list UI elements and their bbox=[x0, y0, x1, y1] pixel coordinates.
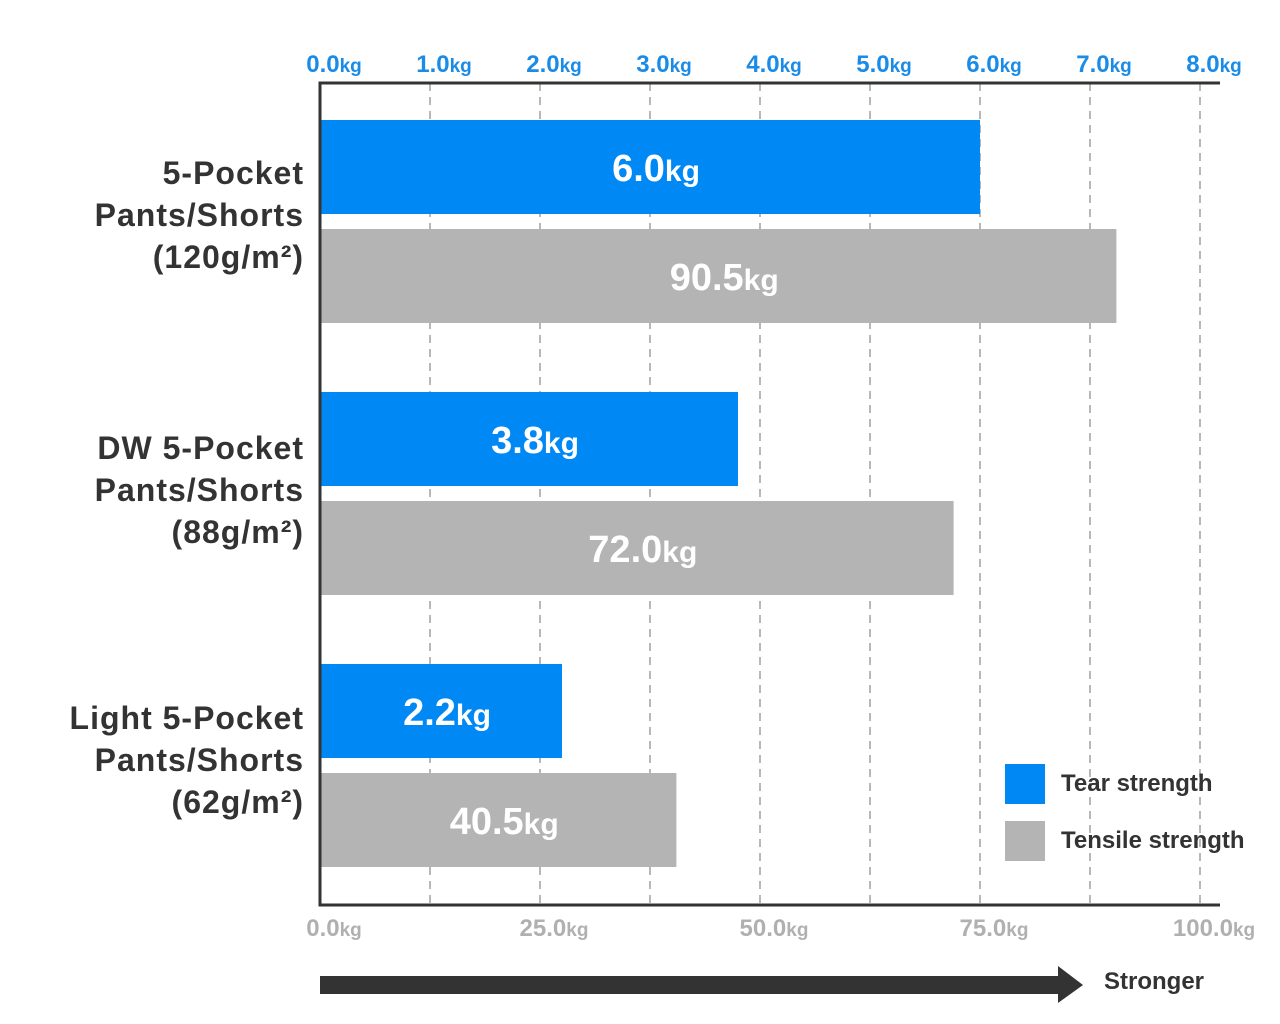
category-label-line: Light 5-Pocket bbox=[69, 700, 304, 736]
bars bbox=[320, 120, 1117, 867]
bottom-tick-label-unit: kg bbox=[566, 920, 588, 941]
top-tick-label-unit: kg bbox=[340, 56, 362, 77]
bottom-axis-ticks: 0.0kg 25.0kg 50.0kg 75.0kg 100.0kg bbox=[306, 915, 1255, 942]
top-tick-label-unit: kg bbox=[450, 56, 472, 77]
tear-value-label-number: 6.0 bbox=[612, 148, 665, 190]
tear-value-label-unit: kg bbox=[665, 155, 700, 188]
arrow-shape bbox=[320, 966, 1083, 1003]
tear-value-label: 6.0kg bbox=[612, 148, 700, 190]
tear-value-label-number: 3.8 bbox=[491, 420, 544, 462]
stronger-label: Stronger bbox=[1104, 968, 1205, 995]
top-tick-label: 7.0kg bbox=[1076, 51, 1132, 78]
legend: Tear strength Tensile strength bbox=[1005, 764, 1245, 878]
top-tick-label-unit: kg bbox=[1110, 56, 1132, 77]
tear-strength-bar bbox=[320, 664, 562, 758]
tensile-value-label-number: 40.5 bbox=[450, 801, 524, 843]
tear-value-label: 3.8kg bbox=[491, 420, 579, 462]
bottom-tick-label-number: 25.0 bbox=[520, 915, 567, 942]
legend-label-tear: Tear strength bbox=[1061, 770, 1213, 797]
legend-label-tensile: Tensile strength bbox=[1061, 827, 1245, 854]
stronger-arrow-icon bbox=[320, 966, 1083, 1003]
bottom-tick-label-unit: kg bbox=[1233, 920, 1255, 941]
tear-strength-bar bbox=[320, 392, 738, 486]
top-tick-label: 4.0kg bbox=[746, 51, 802, 78]
top-tick-label-number: 0.0 bbox=[306, 51, 339, 78]
bottom-tick-label-unit: kg bbox=[340, 920, 362, 941]
bottom-tick-label-number: 0.0 bbox=[306, 915, 339, 942]
bottom-tick-label-number: 100.0 bbox=[1173, 915, 1233, 942]
legend-swatch-tensile bbox=[1005, 821, 1045, 861]
tensile-value-label-unit: kg bbox=[524, 808, 559, 841]
category-label-line: (120g/m²) bbox=[152, 239, 304, 275]
top-tick-label-unit: kg bbox=[560, 56, 582, 77]
top-tick-label-number: 3.0 bbox=[636, 51, 669, 78]
legend-swatch-tear bbox=[1005, 764, 1045, 804]
category-label-line: DW 5-Pocket bbox=[97, 430, 304, 466]
top-tick-label: 3.0kg bbox=[636, 51, 692, 78]
top-axis-ticks: 0.0kg 1.0kg 2.0kg 3.0kg 4.0kg 5.0kg 6.0kg 7.0kg… bbox=[306, 51, 1242, 78]
axes-frame bbox=[318, 81, 1220, 907]
tear-value-label-unit: kg bbox=[544, 427, 579, 460]
top-tick-label: 6.0kg bbox=[966, 51, 1022, 78]
bottom-tick-label: 50.0kg bbox=[740, 915, 809, 942]
top-tick-label-number: 5.0 bbox=[856, 51, 889, 78]
bottom-tick-label-number: 50.0 bbox=[740, 915, 787, 942]
tensile-value-label-unit: kg bbox=[662, 536, 697, 569]
tear-value-label: 2.2kg bbox=[403, 692, 491, 734]
category-label-line: Pants/Shorts bbox=[94, 472, 304, 508]
tensile-value-label: 72.0kg bbox=[588, 529, 697, 571]
top-tick-label: 2.0kg bbox=[526, 51, 582, 78]
top-tick-label-number: 7.0 bbox=[1076, 51, 1109, 78]
top-tick-label: 1.0kg bbox=[416, 51, 472, 78]
top-tick-label-unit: kg bbox=[890, 56, 912, 77]
category-label-line: 5-Pocket bbox=[162, 155, 304, 191]
top-tick-label-unit: kg bbox=[1000, 56, 1022, 77]
top-tick-label-unit: kg bbox=[780, 56, 802, 77]
category-label-line: Pants/Shorts bbox=[94, 197, 304, 233]
tensile-value-label: 40.5kg bbox=[450, 801, 559, 843]
tensile-strength-bar bbox=[320, 773, 677, 867]
top-tick-label-number: 8.0 bbox=[1186, 51, 1219, 78]
top-tick-label-unit: kg bbox=[1220, 56, 1242, 77]
tensile-value-label: 90.5kg bbox=[670, 257, 779, 299]
top-tick-label-number: 2.0 bbox=[526, 51, 559, 78]
tensile-value-label-number: 72.0 bbox=[588, 529, 662, 571]
category-label: Light 5-Pocket Pants/Shorts (62g/m²) bbox=[4, 697, 304, 823]
bottom-tick-label: 25.0kg bbox=[520, 915, 589, 942]
tensile-value-label-number: 90.5 bbox=[670, 257, 744, 299]
legend-item-tear: Tear strength bbox=[1005, 764, 1245, 804]
top-tick-label: 0.0kg bbox=[306, 51, 362, 78]
tear-value-label-number: 2.2 bbox=[403, 692, 456, 734]
tear-strength-bar bbox=[320, 120, 980, 214]
top-tick-label: 5.0kg bbox=[856, 51, 912, 78]
bottom-tick-label: 100.0kg bbox=[1173, 915, 1255, 942]
bottom-tick-label-number: 75.0 bbox=[960, 915, 1007, 942]
bottom-tick-label: 75.0kg bbox=[960, 915, 1029, 942]
top-tick-label-number: 6.0 bbox=[966, 51, 999, 78]
category-label-line: Pants/Shorts bbox=[94, 742, 304, 778]
category-label-line: (62g/m²) bbox=[171, 784, 304, 820]
top-tick-label-unit: kg bbox=[670, 56, 692, 77]
tensile-value-label-unit: kg bbox=[744, 264, 779, 297]
category-label-line: (88g/m²) bbox=[171, 514, 304, 550]
bottom-tick-label: 0.0kg bbox=[306, 915, 362, 942]
tear-value-label-unit: kg bbox=[456, 699, 491, 732]
bottom-tick-label-unit: kg bbox=[786, 920, 808, 941]
tensile-strength-bar bbox=[320, 501, 954, 595]
bottom-tick-label-unit: kg bbox=[1006, 920, 1028, 941]
top-tick-label: 8.0kg bbox=[1186, 51, 1242, 78]
category-label: 5-Pocket Pants/Shorts (120g/m²) bbox=[4, 152, 304, 278]
top-tick-label-number: 4.0 bbox=[746, 51, 779, 78]
gridlines bbox=[429, 83, 1201, 905]
top-tick-label-number: 1.0 bbox=[416, 51, 449, 78]
category-label: DW 5-Pocket Pants/Shorts (88g/m²) bbox=[4, 427, 304, 553]
legend-item-tensile: Tensile strength bbox=[1005, 821, 1245, 861]
tensile-strength-bar bbox=[320, 229, 1117, 323]
